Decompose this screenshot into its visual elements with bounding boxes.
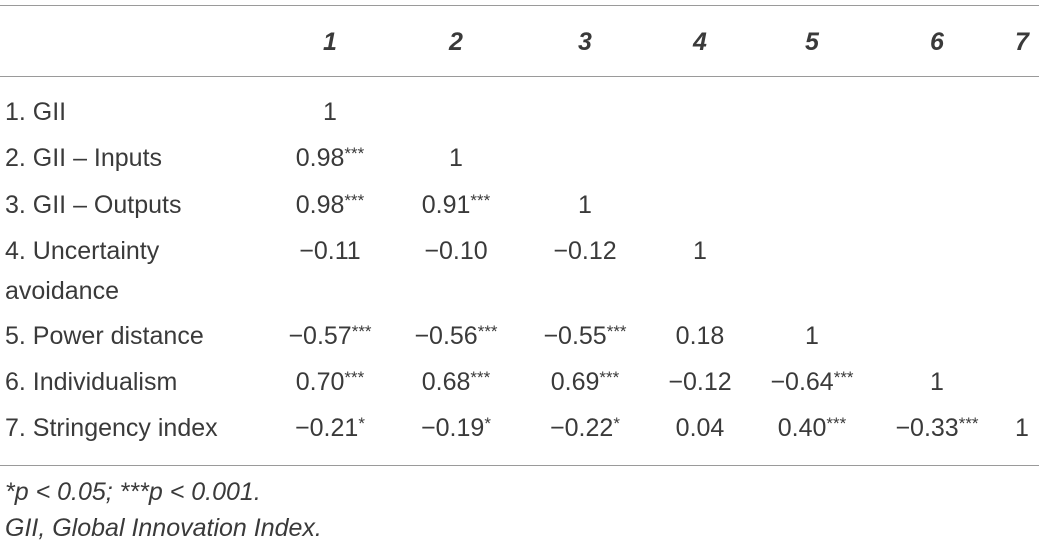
significance: *** bbox=[470, 368, 491, 387]
cell: 0.91*** bbox=[422, 185, 491, 225]
significance: *** bbox=[826, 414, 847, 433]
cell: 1 bbox=[1015, 408, 1029, 448]
correlation: 0.70 bbox=[295, 368, 345, 396]
cell: −0.33*** bbox=[895, 408, 978, 448]
significance: *** bbox=[344, 368, 365, 387]
significance: *** bbox=[958, 414, 979, 433]
footnote: *p < 0.05; ***p < 0.001. bbox=[5, 478, 261, 506]
significance: *** bbox=[470, 191, 491, 210]
correlation: 1 bbox=[449, 144, 463, 172]
row-label: 6. Individualism bbox=[5, 368, 178, 396]
row-label: 5. Power distance bbox=[5, 322, 204, 350]
cell: 1 bbox=[449, 138, 463, 178]
correlation: −0.22 bbox=[550, 414, 614, 442]
correlation: 0.98 bbox=[295, 191, 345, 219]
column-header: 5 bbox=[805, 28, 819, 56]
cell: 0.98*** bbox=[296, 185, 365, 225]
cell: 0.04 bbox=[676, 408, 725, 448]
header-rule bbox=[0, 76, 1039, 77]
correlation: 1 bbox=[930, 368, 944, 396]
significance: * bbox=[358, 414, 365, 433]
row-label: 3. GII – Outputs bbox=[5, 191, 182, 219]
significance: *** bbox=[344, 144, 365, 163]
significance: *** bbox=[344, 191, 365, 210]
cell: 1 bbox=[805, 316, 819, 356]
correlation: 0.91 bbox=[421, 191, 471, 219]
correlation: 0.68 bbox=[421, 368, 471, 396]
cell: 0.40*** bbox=[778, 408, 847, 448]
cell: 0.98*** bbox=[296, 138, 365, 178]
cell: −0.11 bbox=[299, 231, 360, 271]
correlation: 0.40 bbox=[777, 414, 827, 442]
significance: *** bbox=[833, 368, 854, 387]
correlation: −0.56 bbox=[414, 322, 478, 350]
cell: −0.56*** bbox=[414, 316, 497, 356]
correlation: −0.33 bbox=[895, 414, 959, 442]
correlation: −0.11 bbox=[299, 237, 361, 265]
correlation: 1 bbox=[805, 322, 819, 350]
cell: 1 bbox=[930, 362, 944, 402]
correlation: 0.69 bbox=[550, 368, 600, 396]
cell: −0.10 bbox=[424, 231, 487, 271]
column-header: 4 bbox=[693, 28, 707, 56]
significance: *** bbox=[351, 322, 372, 341]
bottom-rule bbox=[0, 465, 1039, 466]
top-rule bbox=[0, 5, 1039, 6]
correlation: 1 bbox=[323, 98, 337, 126]
row-label: 4. Uncertainty avoidance bbox=[5, 237, 160, 305]
cell: −0.12 bbox=[668, 362, 731, 402]
correlation: −0.12 bbox=[668, 368, 732, 396]
cell: −0.57*** bbox=[288, 316, 371, 356]
correlation: 1 bbox=[1015, 414, 1029, 442]
cell: 0.70*** bbox=[296, 362, 365, 402]
column-header: 2 bbox=[449, 28, 463, 56]
cell: 1 bbox=[578, 185, 592, 225]
significance: * bbox=[613, 414, 620, 433]
footnote: GII, Global Innovation Index. bbox=[5, 514, 322, 542]
significance: *** bbox=[606, 322, 627, 341]
correlation: 1 bbox=[693, 237, 707, 265]
correlation: −0.19 bbox=[421, 414, 485, 442]
correlation: −0.64 bbox=[770, 368, 834, 396]
significance: * bbox=[484, 414, 491, 433]
column-header: 1 bbox=[323, 28, 337, 56]
correlation: −0.12 bbox=[553, 237, 617, 265]
cell: −0.22* bbox=[550, 408, 620, 448]
correlation: 0.18 bbox=[675, 322, 725, 350]
cell: 1 bbox=[323, 92, 337, 132]
cell: 0.18 bbox=[676, 316, 725, 356]
cell: −0.19* bbox=[421, 408, 491, 448]
significance: *** bbox=[599, 368, 620, 387]
cell: 0.68*** bbox=[422, 362, 491, 402]
cell: −0.21* bbox=[295, 408, 365, 448]
correlation: 1 bbox=[578, 191, 592, 219]
correlation: −0.55 bbox=[543, 322, 607, 350]
correlation: −0.57 bbox=[288, 322, 352, 350]
cell: −0.64*** bbox=[770, 362, 853, 402]
correlation: 0.98 bbox=[295, 144, 345, 172]
correlation: 0.04 bbox=[675, 414, 725, 442]
column-header: 3 bbox=[578, 28, 592, 56]
correlation: −0.21 bbox=[295, 414, 359, 442]
cell: −0.12 bbox=[553, 231, 616, 271]
cell: 1 bbox=[693, 231, 707, 271]
row-label: 7. Stringency index bbox=[5, 414, 218, 442]
row-label: 2. GII – Inputs bbox=[5, 144, 163, 172]
cell: 0.69*** bbox=[551, 362, 620, 402]
column-header: 7 bbox=[1015, 28, 1029, 56]
correlation: −0.10 bbox=[424, 237, 488, 265]
cell: −0.55*** bbox=[543, 316, 626, 356]
significance: *** bbox=[477, 322, 498, 341]
row-label: 1. GII bbox=[5, 98, 67, 126]
column-header: 6 bbox=[930, 28, 944, 56]
